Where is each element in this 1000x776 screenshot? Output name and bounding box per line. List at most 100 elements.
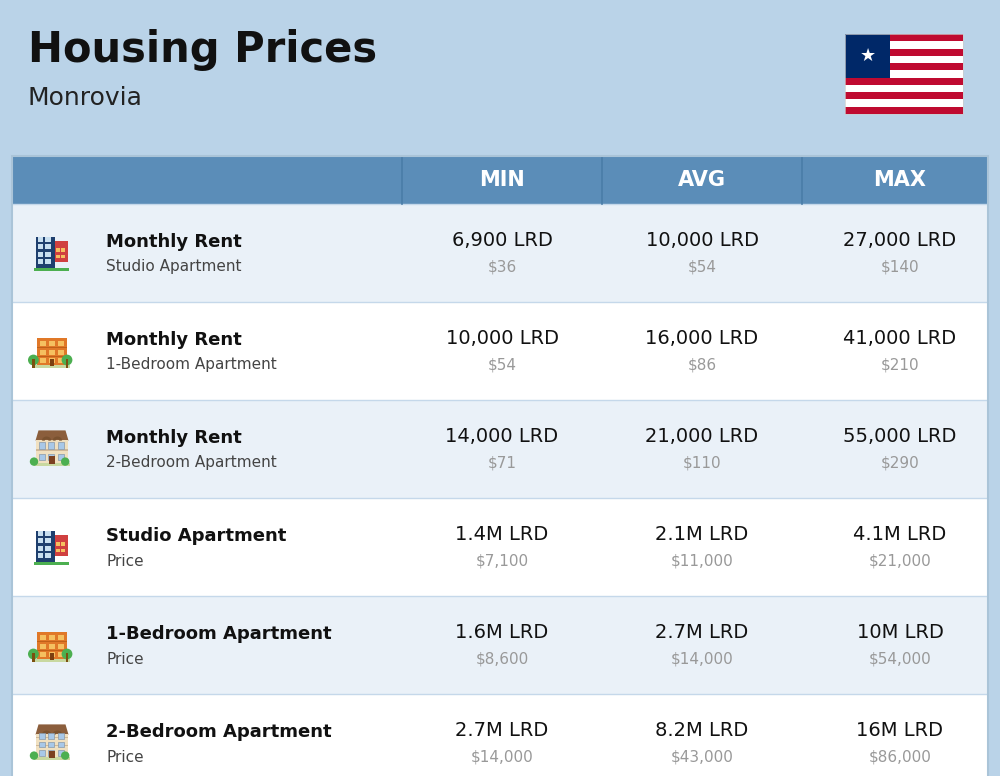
Polygon shape	[36, 725, 68, 735]
Bar	[48, 442, 54, 449]
Bar	[40, 359, 46, 363]
Bar	[37, 347, 67, 348]
Text: 27,000 LRD: 27,000 LRD	[843, 231, 957, 251]
Bar	[12, 156, 988, 204]
Circle shape	[62, 355, 72, 365]
Bar	[49, 456, 55, 464]
Text: $14,000: $14,000	[471, 750, 533, 764]
Text: $140: $140	[881, 259, 919, 275]
Circle shape	[28, 649, 39, 660]
Text: ★: ★	[859, 47, 875, 65]
Bar	[49, 359, 55, 363]
Bar	[49, 341, 55, 346]
Bar	[39, 454, 45, 460]
Bar	[37, 641, 67, 642]
Text: 4.1M LRD: 4.1M LRD	[853, 525, 947, 545]
Text: 2.7M LRD: 2.7M LRD	[455, 722, 549, 740]
Bar	[61, 248, 65, 251]
Text: $14,000: $14,000	[671, 652, 733, 667]
Bar	[12, 302, 988, 400]
Bar	[45, 553, 51, 559]
Bar	[845, 34, 890, 78]
Bar	[39, 733, 45, 739]
Bar	[845, 41, 963, 49]
Text: $11,000: $11,000	[671, 553, 733, 569]
Bar	[845, 34, 963, 114]
Bar	[40, 636, 46, 640]
Text: 2.1M LRD: 2.1M LRD	[655, 525, 749, 545]
Bar	[36, 531, 55, 563]
Circle shape	[61, 751, 69, 760]
Text: $7,100: $7,100	[475, 553, 529, 569]
Text: 41,000 LRD: 41,000 LRD	[843, 330, 957, 348]
Bar	[845, 56, 963, 63]
Bar	[845, 92, 963, 99]
Text: $210: $210	[881, 358, 919, 372]
Bar	[38, 259, 43, 265]
Text: AVG: AVG	[678, 170, 726, 190]
Bar	[38, 531, 43, 536]
Bar	[58, 733, 64, 739]
Bar	[58, 442, 64, 449]
Circle shape	[28, 355, 39, 365]
Text: Price: Price	[106, 652, 144, 667]
Text: 16M LRD: 16M LRD	[856, 722, 944, 740]
Text: Monthly Rent: Monthly Rent	[106, 429, 242, 447]
Bar	[45, 546, 51, 551]
Bar	[40, 350, 46, 355]
Bar	[45, 244, 51, 249]
Text: 1-Bedroom Apartment: 1-Bedroom Apartment	[106, 625, 332, 643]
Text: 1-Bedroom Apartment: 1-Bedroom Apartment	[106, 358, 277, 372]
Bar	[38, 251, 43, 257]
Text: 2-Bedroom Apartment: 2-Bedroom Apartment	[106, 723, 332, 741]
Text: 10,000 LRD: 10,000 LRD	[646, 231, 759, 251]
Bar	[36, 737, 68, 738]
Text: Price: Price	[106, 750, 144, 764]
Bar	[61, 549, 65, 553]
Bar	[49, 652, 55, 657]
Bar	[39, 750, 45, 756]
Bar	[32, 653, 35, 662]
Bar	[56, 549, 60, 553]
Bar	[49, 750, 55, 758]
Bar	[37, 356, 67, 357]
Bar	[32, 359, 35, 368]
Bar	[58, 636, 64, 640]
Bar	[61, 255, 65, 258]
Bar	[845, 49, 963, 56]
Bar	[48, 454, 54, 460]
Text: MIN: MIN	[479, 170, 525, 190]
Bar	[36, 449, 68, 451]
Bar	[48, 742, 54, 747]
Bar	[58, 341, 64, 346]
Text: $54,000: $54,000	[869, 652, 931, 667]
Bar	[37, 338, 67, 366]
Bar	[50, 359, 54, 366]
Bar	[45, 259, 51, 265]
Bar	[40, 341, 46, 346]
Polygon shape	[36, 431, 68, 441]
Bar	[37, 650, 67, 651]
Text: $54: $54	[488, 358, 516, 372]
Text: $21,000: $21,000	[869, 553, 931, 569]
Bar	[34, 659, 70, 662]
Bar	[845, 107, 963, 114]
Text: 21,000 LRD: 21,000 LRD	[645, 428, 759, 446]
Text: MAX: MAX	[874, 170, 926, 190]
Bar	[48, 733, 54, 739]
Bar	[34, 463, 70, 466]
Text: 6,900 LRD: 6,900 LRD	[452, 231, 552, 251]
Bar	[34, 562, 68, 565]
Bar	[49, 636, 55, 640]
Bar	[39, 442, 45, 449]
Bar	[58, 359, 64, 363]
Bar	[56, 255, 60, 258]
Circle shape	[62, 649, 72, 660]
Bar	[12, 694, 988, 776]
Text: $54: $54	[688, 259, 716, 275]
Text: $43,000: $43,000	[671, 750, 733, 764]
Bar	[45, 531, 51, 536]
Bar	[49, 350, 55, 355]
Bar	[58, 742, 64, 747]
Bar	[36, 237, 55, 269]
